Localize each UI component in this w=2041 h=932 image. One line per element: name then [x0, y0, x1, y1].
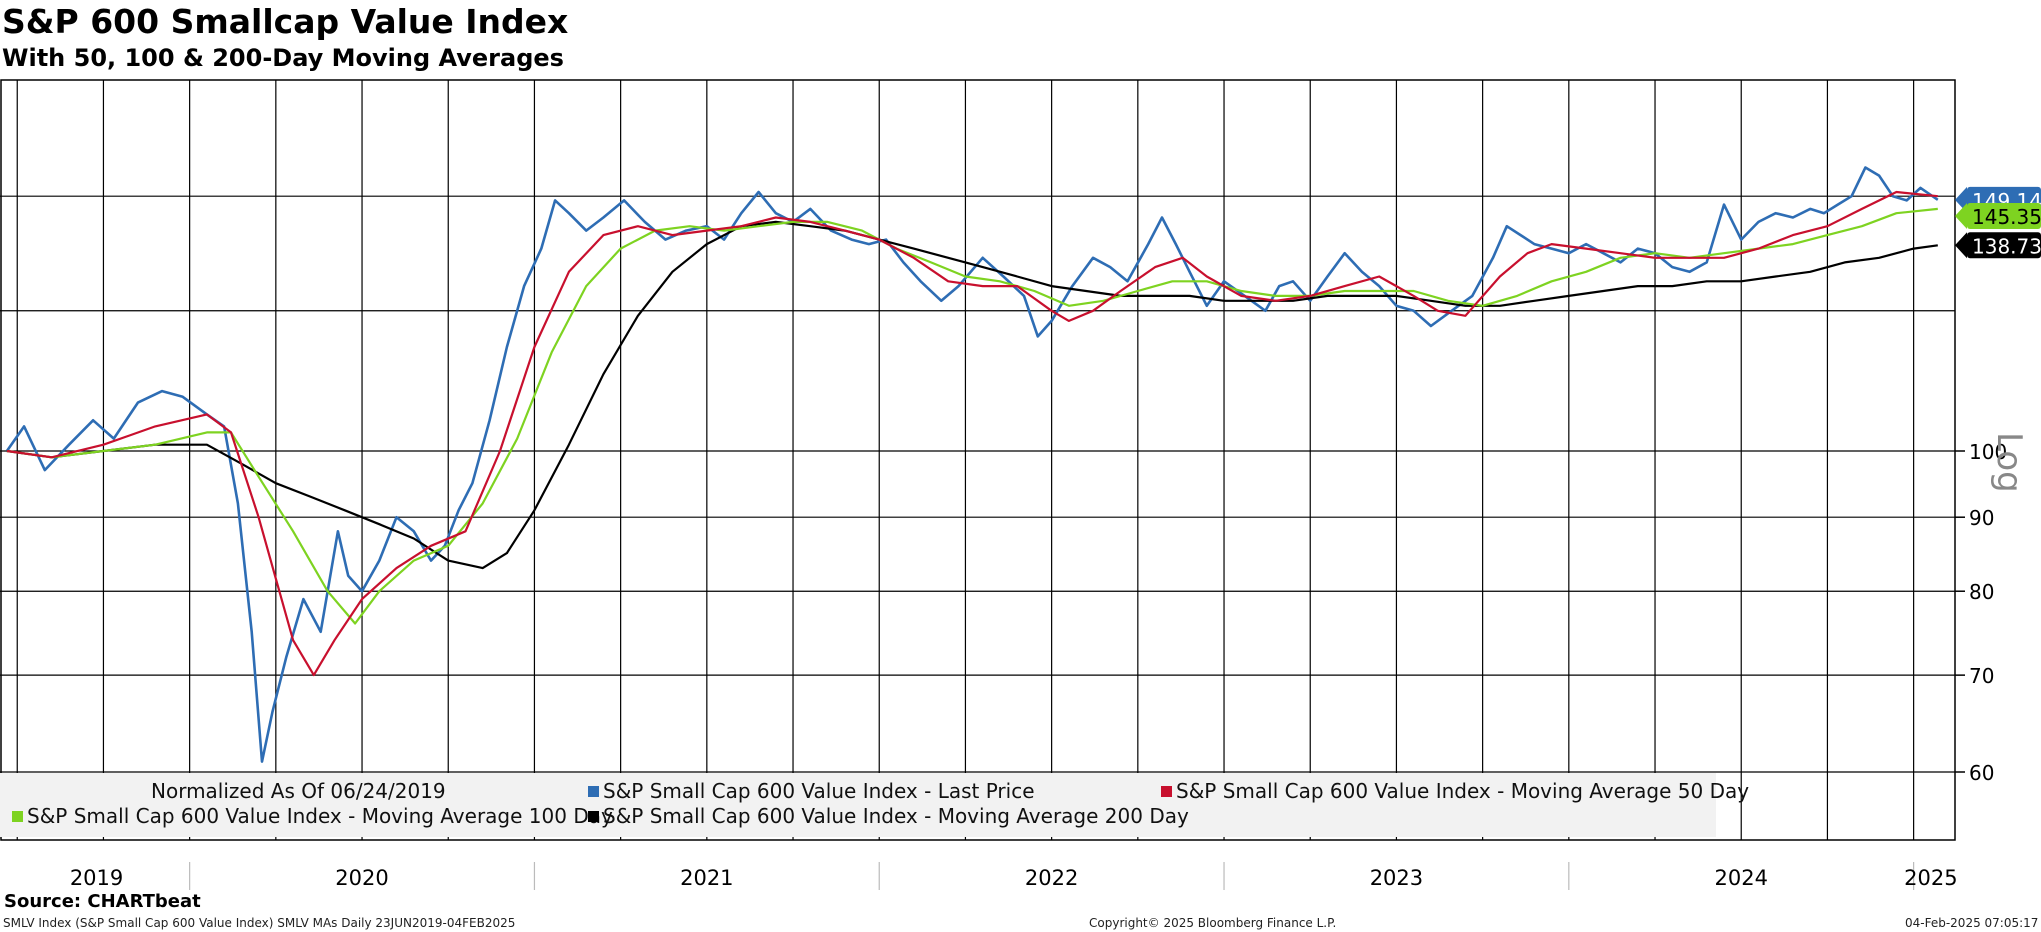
chart-title: S&P 600 Smallcap Value Index [2, 2, 569, 41]
chart-subtitle: With 50, 100 & 200-Day Moving Averages [2, 44, 564, 72]
source-note: Source: CHARTbeat [4, 891, 201, 912]
end-label: 138.73 [1955, 232, 2041, 259]
x-axis: 2019 2020 2021 2022 2023 2024 2025 [70, 862, 1958, 890]
y-tick-label: 100 [1969, 440, 2007, 464]
legend-swatch-ma50 [1161, 786, 1172, 797]
legend-label-ma100: S&P Small Cap 600 Value Index - Moving A… [27, 804, 613, 828]
end-label: 145.35 [1955, 202, 2041, 229]
legend-label-last-price: S&P Small Cap 600 Value Index - Last Pri… [603, 779, 1035, 803]
legend-swatch-ma100 [12, 811, 23, 822]
log-scale-label: Log [1989, 432, 2029, 493]
x-tick-label: 2019 [70, 866, 123, 890]
series-line-2 [6, 207, 1938, 625]
end-label-box [1967, 202, 2041, 229]
y-tick-label: 70 [1969, 664, 1994, 688]
x-tick-label: 2021 [680, 866, 733, 890]
y-tick-label: 90 [1969, 506, 1994, 530]
legend-item-ma100: S&P Small Cap 600 Value Index - Moving A… [12, 804, 613, 828]
ticker-line: SMLV Index (S&P Small Cap 600 Value Inde… [3, 916, 516, 930]
end-label-value: 138.73 [1972, 234, 2041, 258]
chart-grid [0, 79, 1956, 841]
y-tick-label: 80 [1969, 580, 1994, 604]
y-axis: 60 70 80 90 100 [1955, 440, 2007, 785]
legend: Normalized As Of 06/24/2019 S&P Small Ca… [0, 773, 1749, 837]
legend-label-ma200: S&P Small Cap 600 Value Index - Moving A… [603, 804, 1189, 828]
end-label-pointer [1955, 202, 1967, 229]
x-tick-label: 2022 [1025, 866, 1078, 890]
legend-item-ma50: S&P Small Cap 600 Value Index - Moving A… [1161, 779, 1749, 803]
plot-frame [0, 79, 1956, 841]
series-line-1 [6, 190, 1938, 677]
y-tick-label: 60 [1969, 761, 1994, 785]
end-label-pointer [1955, 232, 1967, 259]
x-tick-label: 2023 [1370, 866, 1423, 890]
legend-label-ma50: S&P Small Cap 600 Value Index - Moving A… [1176, 779, 1750, 803]
legend-item-ma200: S&P Small Cap 600 Value Index - Moving A… [588, 804, 1189, 828]
timestamp: 04-Feb-2025 07:05:17 [1905, 916, 2039, 930]
copyright: Copyright© 2025 Bloomberg Finance L.P. [1089, 916, 1337, 930]
legend-note: Normalized As Of 06/24/2019 [151, 779, 446, 803]
legend-item-last-price: S&P Small Cap 600 Value Index - Last Pri… [588, 779, 1035, 803]
series-line-3 [6, 220, 1938, 570]
x-tick-label: 2024 [1714, 866, 1767, 890]
legend-swatch-ma200 [588, 811, 599, 822]
x-tick-label: 2025 [1904, 866, 1957, 890]
legend-swatch-last-price [588, 786, 599, 797]
series-line-0 [5, 166, 1939, 763]
x-tick-label: 2020 [335, 866, 388, 890]
end-label-value: 145.35 [1972, 205, 2041, 229]
chart-series-group [5, 166, 1939, 763]
end-label-box [1967, 232, 2041, 259]
